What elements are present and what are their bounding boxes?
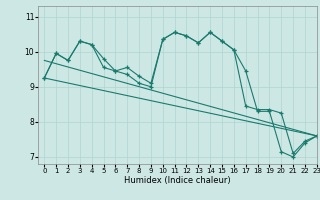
X-axis label: Humidex (Indice chaleur): Humidex (Indice chaleur) bbox=[124, 176, 231, 185]
